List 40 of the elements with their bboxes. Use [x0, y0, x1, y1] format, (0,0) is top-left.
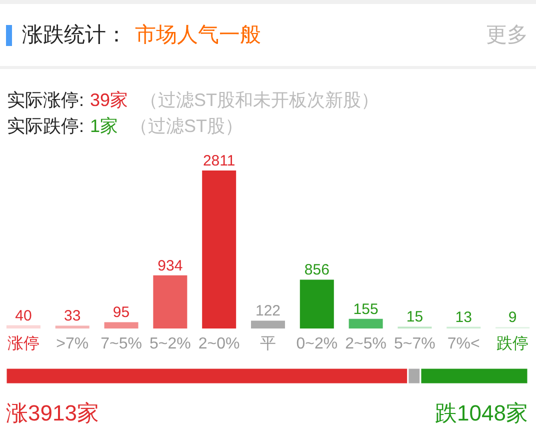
data-label: 934	[158, 257, 183, 274]
data-label: 155	[353, 300, 378, 318]
x-tick-label: 2~0%	[198, 336, 240, 352]
bar	[300, 280, 334, 328]
chart-subtitle: 市场人气一般	[135, 24, 261, 46]
x-tick-label: 7~5%	[100, 336, 142, 352]
data-label: 856	[304, 262, 330, 279]
text: 1家	[90, 116, 118, 136]
data-label: 122	[255, 302, 281, 320]
data-label: 15	[406, 308, 424, 326]
x-tick-label: 5~7%	[394, 336, 436, 352]
text: 更多	[486, 24, 528, 46]
x-tick-label: 0~2%	[296, 336, 338, 352]
data-label: 40	[15, 307, 32, 324]
data-label: 13	[455, 308, 472, 326]
bar	[348, 318, 383, 328]
text: 39家	[90, 90, 128, 110]
data-label: 2811	[202, 152, 236, 170]
bar	[104, 322, 138, 328]
text: （过滤ST股和未开板次新股）	[140, 90, 380, 110]
x-tick-label: >7%	[56, 336, 89, 352]
x-tick-label: 跌停	[496, 336, 529, 352]
bar	[202, 170, 236, 328]
data-label: 9	[508, 308, 517, 326]
x-tick-label: 5~2%	[149, 336, 191, 352]
bar	[153, 275, 188, 328]
text: （过滤ST股）	[130, 116, 244, 136]
x-tick-label: 2~5%	[345, 336, 387, 352]
data-label: 95	[112, 304, 130, 322]
bar	[6, 325, 40, 328]
chart-title: 涨跌统计：	[22, 24, 127, 46]
x-tick-label: 7%<	[447, 336, 480, 352]
text: 实际跌停:	[7, 116, 84, 136]
x-tick-label: 涨停	[7, 334, 40, 352]
bar	[251, 320, 285, 328]
text: 涨3913家	[6, 400, 99, 426]
x-tick-label: 平	[260, 336, 276, 352]
text: 实际涨停:	[7, 90, 84, 110]
data-label: 33	[64, 308, 81, 325]
text: 跌1048家	[435, 400, 528, 426]
